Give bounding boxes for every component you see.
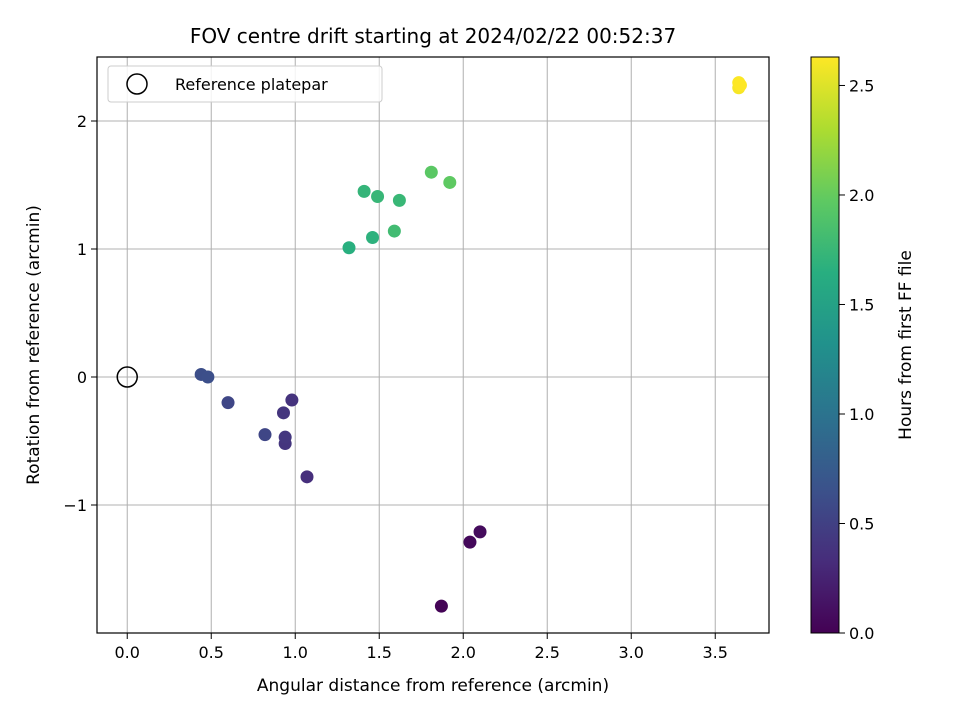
colorbar-tick-label: 0.0 [849, 624, 874, 643]
y-tick-label: −1 [63, 496, 87, 515]
colorbar-gradient [810, 56, 840, 634]
scatter-point [221, 396, 235, 410]
y-axis-ticks: −1 0 1 2 [63, 112, 97, 515]
x-tick-label: 1.5 [367, 643, 392, 662]
legend-label-reference: Reference platepar [175, 75, 328, 94]
x-axis-ticks: 0.0 0.5 1.0 1.5 2.0 2.5 3.0 3.5 [115, 633, 728, 662]
x-tick-label: 1.0 [283, 643, 308, 662]
x-axis-label: Angular distance from reference (arcmin) [257, 676, 609, 696]
y-tick-label: 2 [77, 112, 87, 131]
scatter-point [434, 599, 448, 613]
colorbar-tick-label: 1.5 [849, 295, 874, 314]
scatter-point [463, 535, 477, 549]
scatter-point [258, 428, 272, 442]
scatter-point [278, 430, 292, 444]
scatter-point [371, 190, 385, 204]
scatter-point [201, 370, 215, 384]
colorbar-tick-label: 2.0 [849, 186, 874, 205]
scatter-point [733, 78, 747, 92]
grid-lines [97, 57, 769, 633]
colorbar-tick-label: 0.5 [849, 514, 874, 533]
colorbar-tick-label: 2.5 [849, 76, 874, 95]
scatter-point [357, 184, 371, 198]
scatter-point [342, 241, 356, 255]
x-tick-label: 0.0 [115, 643, 140, 662]
x-tick-label: 2.0 [451, 643, 476, 662]
reference-platepar-point [116, 366, 138, 388]
scatter-point [424, 165, 438, 179]
colorbar-ticks: 0.0 0.5 1.0 1.5 2.0 2.5 [839, 76, 874, 643]
colorbar-tick-label: 1.0 [849, 405, 874, 424]
scatter-point [300, 470, 314, 484]
scatter-point [276, 406, 290, 420]
colorbar: 0.0 0.5 1.0 1.5 2.0 2.5 Hours from first FF f… [810, 56, 916, 643]
y-axis-label: Rotation from reference (arcmin) [24, 205, 44, 485]
x-tick-label: 3.5 [703, 643, 728, 662]
scatter-point [387, 224, 401, 238]
scatter-point [473, 525, 487, 539]
scatter-point [392, 193, 406, 207]
plot-area-frame [96, 56, 770, 634]
data-points [116, 76, 747, 613]
legend: Reference platepar [107, 65, 383, 103]
chart-title: FOV centre drift starting at 2024/02/22 … [190, 24, 676, 48]
legend-marker-reference [126, 73, 148, 95]
scatter-point [366, 230, 380, 244]
scatter-point [443, 175, 457, 189]
y-tick-label: 1 [77, 240, 87, 259]
scatter-point [285, 393, 299, 407]
x-tick-label: 2.5 [535, 643, 560, 662]
legend-box [107, 65, 383, 103]
x-tick-label: 3.0 [619, 643, 644, 662]
y-tick-label: 0 [77, 368, 87, 387]
colorbar-label: Hours from first FF file [896, 250, 916, 440]
x-tick-label: 0.5 [199, 643, 224, 662]
